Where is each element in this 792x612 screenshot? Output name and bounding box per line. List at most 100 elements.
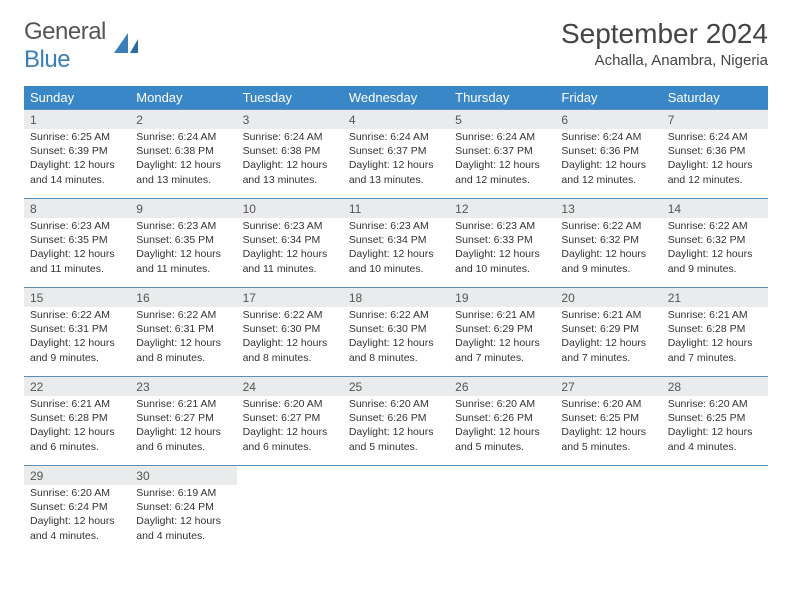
day-number: 8	[24, 199, 130, 218]
daylight-line: Daylight: 12 hours and 4 minutes.	[30, 514, 124, 542]
calendar-day: 7Sunrise: 6:24 AMSunset: 6:36 PMDaylight…	[662, 110, 768, 198]
calendar-day: 15Sunrise: 6:22 AMSunset: 6:31 PMDayligh…	[24, 288, 130, 376]
daylight-line: Daylight: 12 hours and 14 minutes.	[30, 158, 124, 186]
daylight-line: Daylight: 12 hours and 9 minutes.	[30, 336, 124, 364]
sail-icon	[112, 31, 142, 62]
day-details: Sunrise: 6:24 AMSunset: 6:36 PMDaylight:…	[662, 129, 768, 191]
day-details: Sunrise: 6:24 AMSunset: 6:36 PMDaylight:…	[555, 129, 661, 191]
sunrise-line: Sunrise: 6:20 AM	[668, 397, 762, 411]
day-details: Sunrise: 6:24 AMSunset: 6:37 PMDaylight:…	[343, 129, 449, 191]
calendar-day: 20Sunrise: 6:21 AMSunset: 6:29 PMDayligh…	[555, 288, 661, 376]
sunset-line: Sunset: 6:31 PM	[136, 322, 230, 336]
daylight-line: Daylight: 12 hours and 11 minutes.	[243, 247, 337, 275]
calendar-day: 4Sunrise: 6:24 AMSunset: 6:37 PMDaylight…	[343, 110, 449, 198]
calendar-day: 23Sunrise: 6:21 AMSunset: 6:27 PMDayligh…	[130, 377, 236, 465]
weekday-header-row: SundayMondayTuesdayWednesdayThursdayFrid…	[24, 86, 768, 109]
day-number: 30	[130, 466, 236, 485]
daylight-line: Daylight: 12 hours and 12 minutes.	[455, 158, 549, 186]
calendar-day: 5Sunrise: 6:24 AMSunset: 6:37 PMDaylight…	[449, 110, 555, 198]
sunset-line: Sunset: 6:28 PM	[30, 411, 124, 425]
weekday-header: Tuesday	[237, 86, 343, 109]
day-number: 2	[130, 110, 236, 129]
day-details: Sunrise: 6:24 AMSunset: 6:37 PMDaylight:…	[449, 129, 555, 191]
daylight-line: Daylight: 12 hours and 13 minutes.	[136, 158, 230, 186]
day-number: 16	[130, 288, 236, 307]
calendar-weeks: 1Sunrise: 6:25 AMSunset: 6:39 PMDaylight…	[24, 109, 768, 554]
daylight-line: Daylight: 12 hours and 13 minutes.	[243, 158, 337, 186]
daylight-line: Daylight: 12 hours and 13 minutes.	[349, 158, 443, 186]
daylight-line: Daylight: 12 hours and 6 minutes.	[30, 425, 124, 453]
calendar-day: 12Sunrise: 6:23 AMSunset: 6:33 PMDayligh…	[449, 199, 555, 287]
daylight-line: Daylight: 12 hours and 5 minutes.	[349, 425, 443, 453]
sunrise-line: Sunrise: 6:20 AM	[455, 397, 549, 411]
day-details: Sunrise: 6:20 AMSunset: 6:26 PMDaylight:…	[449, 396, 555, 458]
day-details: Sunrise: 6:20 AMSunset: 6:26 PMDaylight:…	[343, 396, 449, 458]
day-number: 9	[130, 199, 236, 218]
day-details: Sunrise: 6:20 AMSunset: 6:25 PMDaylight:…	[662, 396, 768, 458]
daylight-line: Daylight: 12 hours and 12 minutes.	[561, 158, 655, 186]
daylight-line: Daylight: 12 hours and 5 minutes.	[561, 425, 655, 453]
sunset-line: Sunset: 6:35 PM	[136, 233, 230, 247]
daylight-line: Daylight: 12 hours and 6 minutes.	[136, 425, 230, 453]
calendar: SundayMondayTuesdayWednesdayThursdayFrid…	[24, 86, 768, 554]
day-details: Sunrise: 6:20 AMSunset: 6:25 PMDaylight:…	[555, 396, 661, 458]
day-details: Sunrise: 6:24 AMSunset: 6:38 PMDaylight:…	[130, 129, 236, 191]
daylight-line: Daylight: 12 hours and 8 minutes.	[136, 336, 230, 364]
sunset-line: Sunset: 6:35 PM	[30, 233, 124, 247]
day-number: 1	[24, 110, 130, 129]
daylight-line: Daylight: 12 hours and 5 minutes.	[455, 425, 549, 453]
sunset-line: Sunset: 6:34 PM	[349, 233, 443, 247]
sunrise-line: Sunrise: 6:22 AM	[668, 219, 762, 233]
daylight-line: Daylight: 12 hours and 6 minutes.	[243, 425, 337, 453]
calendar-day: 26Sunrise: 6:20 AMSunset: 6:26 PMDayligh…	[449, 377, 555, 465]
sunrise-line: Sunrise: 6:24 AM	[349, 130, 443, 144]
sunrise-line: Sunrise: 6:20 AM	[243, 397, 337, 411]
day-number: 26	[449, 377, 555, 396]
day-number: 17	[237, 288, 343, 307]
sunrise-line: Sunrise: 6:22 AM	[561, 219, 655, 233]
sunrise-line: Sunrise: 6:21 AM	[455, 308, 549, 322]
calendar-day: 16Sunrise: 6:22 AMSunset: 6:31 PMDayligh…	[130, 288, 236, 376]
day-details: Sunrise: 6:21 AMSunset: 6:29 PMDaylight:…	[449, 307, 555, 369]
sunset-line: Sunset: 6:29 PM	[561, 322, 655, 336]
day-number: 19	[449, 288, 555, 307]
calendar-week-row: 29Sunrise: 6:20 AMSunset: 6:24 PMDayligh…	[24, 465, 768, 554]
day-number: 5	[449, 110, 555, 129]
day-details: Sunrise: 6:21 AMSunset: 6:27 PMDaylight:…	[130, 396, 236, 458]
day-details: Sunrise: 6:21 AMSunset: 6:28 PMDaylight:…	[662, 307, 768, 369]
daylight-line: Daylight: 12 hours and 11 minutes.	[136, 247, 230, 275]
weekday-header: Sunday	[24, 86, 130, 109]
sunrise-line: Sunrise: 6:21 AM	[30, 397, 124, 411]
day-number: 10	[237, 199, 343, 218]
sunset-line: Sunset: 6:26 PM	[455, 411, 549, 425]
day-number: 15	[24, 288, 130, 307]
sunrise-line: Sunrise: 6:19 AM	[136, 486, 230, 500]
weekday-header: Thursday	[449, 86, 555, 109]
day-number: 21	[662, 288, 768, 307]
day-details: Sunrise: 6:23 AMSunset: 6:34 PMDaylight:…	[343, 218, 449, 280]
day-number: 24	[237, 377, 343, 396]
calendar-day: 2Sunrise: 6:24 AMSunset: 6:38 PMDaylight…	[130, 110, 236, 198]
calendar-day: 10Sunrise: 6:23 AMSunset: 6:34 PMDayligh…	[237, 199, 343, 287]
day-details: Sunrise: 6:21 AMSunset: 6:29 PMDaylight:…	[555, 307, 661, 369]
daylight-line: Daylight: 12 hours and 8 minutes.	[349, 336, 443, 364]
sunset-line: Sunset: 6:29 PM	[455, 322, 549, 336]
sunrise-line: Sunrise: 6:25 AM	[30, 130, 124, 144]
day-number: 27	[555, 377, 661, 396]
day-number: 22	[24, 377, 130, 396]
calendar-day: 8Sunrise: 6:23 AMSunset: 6:35 PMDaylight…	[24, 199, 130, 287]
calendar-week-row: 15Sunrise: 6:22 AMSunset: 6:31 PMDayligh…	[24, 287, 768, 376]
sunset-line: Sunset: 6:32 PM	[561, 233, 655, 247]
calendar-empty-cell	[662, 466, 768, 554]
daylight-line: Daylight: 12 hours and 9 minutes.	[668, 247, 762, 275]
sunset-line: Sunset: 6:38 PM	[243, 144, 337, 158]
sunrise-line: Sunrise: 6:21 AM	[668, 308, 762, 322]
sunset-line: Sunset: 6:30 PM	[349, 322, 443, 336]
day-details: Sunrise: 6:22 AMSunset: 6:30 PMDaylight:…	[343, 307, 449, 369]
sunset-line: Sunset: 6:36 PM	[668, 144, 762, 158]
daylight-line: Daylight: 12 hours and 7 minutes.	[668, 336, 762, 364]
day-details: Sunrise: 6:25 AMSunset: 6:39 PMDaylight:…	[24, 129, 130, 191]
day-details: Sunrise: 6:23 AMSunset: 6:34 PMDaylight:…	[237, 218, 343, 280]
day-number: 4	[343, 110, 449, 129]
brand-logo: General Blue	[24, 18, 142, 74]
